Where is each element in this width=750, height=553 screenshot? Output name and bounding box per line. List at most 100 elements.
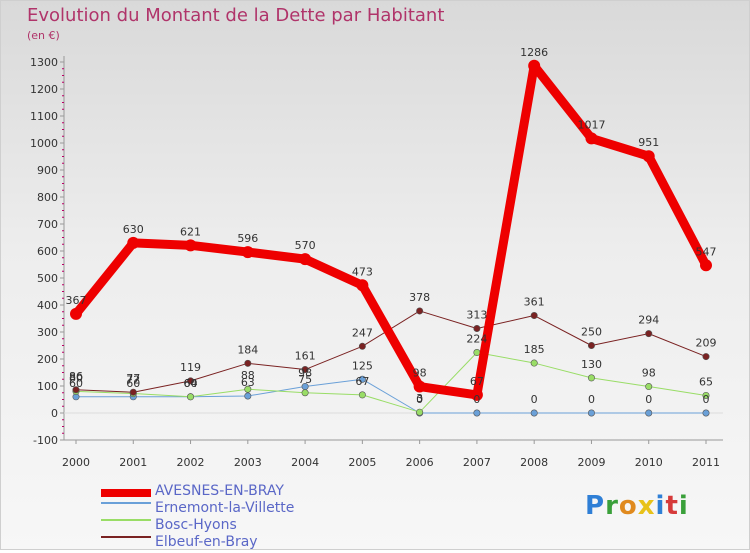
x-tick-label: 2001 [119, 456, 147, 469]
data-point-2 [702, 391, 710, 399]
legend-swatch-ernemont [101, 502, 151, 504]
data-point-3 [587, 341, 595, 349]
data-label-0: 1286 [520, 46, 548, 59]
data-label-3: 250 [581, 326, 602, 339]
data-point-0 [470, 388, 483, 401]
data-point-0 [528, 59, 541, 72]
data-point-3 [129, 388, 137, 396]
legend-swatch-avesnes [101, 489, 151, 497]
data-point-2 [301, 389, 309, 397]
data-label-2: 185 [524, 343, 545, 356]
data-label-0: 951 [638, 136, 659, 149]
data-label-3: 86 [69, 370, 83, 383]
data-point-0 [70, 307, 82, 320]
logo-letter: t [665, 491, 679, 521]
data-label-1: 0 [703, 393, 710, 406]
data-label-2: 67 [355, 375, 369, 388]
data-label-0: 596 [237, 232, 258, 245]
data-label-0: 1017 [577, 118, 605, 131]
data-label-0: 473 [352, 265, 373, 278]
data-point-0 [642, 150, 655, 163]
x-tick-label: 2011 [692, 456, 720, 469]
data-point-2 [473, 349, 481, 357]
data-point-1 [473, 409, 481, 417]
chart-title: Evolution du Montant de la Dette par Hab… [27, 5, 445, 26]
series-line-3 [75, 310, 707, 393]
data-point-3 [72, 386, 80, 394]
x-tick-label: 2002 [177, 456, 205, 469]
data-point-1 [645, 409, 653, 417]
data-label-0: 67 [470, 375, 484, 388]
data-label-1: 0 [473, 393, 480, 406]
data-label-0: 98 [413, 367, 427, 380]
data-label-1: 0 [645, 393, 652, 406]
y-tick-label: 1300 [30, 56, 58, 69]
data-label-1: 0 [531, 393, 538, 406]
y-tick-label: 200 [37, 353, 58, 366]
y-tick-label: 1200 [30, 83, 58, 96]
data-point-0 [299, 253, 312, 266]
data-label-0: 621 [180, 225, 201, 238]
x-tick-label: 2006 [406, 456, 434, 469]
y-tick-label: 600 [37, 245, 58, 258]
data-point-0 [356, 279, 369, 292]
chart-subtitle: (en €) [27, 29, 60, 42]
x-tick-label: 2007 [463, 456, 491, 469]
data-label-0: 570 [295, 239, 316, 252]
data-point-1 [702, 409, 710, 417]
logo-letter: o [618, 491, 638, 521]
data-point-0 [127, 236, 140, 249]
x-tick-label: 2003 [234, 456, 262, 469]
legend-label-avesnes: AVESNES-EN-BRAY [155, 483, 284, 499]
data-point-3 [187, 377, 195, 385]
series-line-0 [71, 61, 711, 400]
logo-letter: x [637, 491, 656, 521]
x-tick-label: 2004 [291, 456, 319, 469]
data-label-2: 98 [642, 367, 656, 380]
data-point-2 [416, 408, 424, 416]
series-line-1 [75, 378, 707, 414]
data-label-3: 184 [237, 343, 258, 356]
legend-label-ernemont: Ernemont-la-Villette [155, 500, 295, 516]
y-tick-label: 700 [37, 218, 58, 231]
data-label-2: 64 [184, 377, 198, 390]
data-label-1: 63 [241, 376, 255, 389]
data-label-1: 125 [352, 359, 373, 372]
data-label-2: 130 [581, 358, 602, 371]
y-tick-label: 900 [37, 164, 58, 177]
data-point-3 [244, 359, 252, 367]
data-point-2 [244, 385, 252, 393]
logo-letter: i [655, 491, 666, 521]
data-point-2 [358, 391, 366, 399]
data-label-2: 65 [699, 375, 713, 388]
y-tick-label: -100 [33, 434, 58, 447]
data-point-2 [645, 383, 653, 391]
y-tick-label: 100 [37, 380, 58, 393]
legend-swatch-elbeuf [101, 536, 151, 538]
data-point-0 [700, 259, 712, 272]
data-label-1: 0 [588, 393, 595, 406]
data-label-3: 77 [126, 372, 140, 385]
data-label-1: 60 [126, 377, 140, 390]
y-tick-label: 800 [37, 191, 58, 204]
data-label-0: 630 [123, 223, 144, 236]
data-label-2: 224 [466, 333, 487, 346]
data-label-2: 72 [126, 374, 140, 387]
data-point-1 [530, 409, 538, 417]
data-label-3: 294 [638, 314, 659, 327]
y-tick-label: 1000 [30, 137, 58, 150]
data-label-3: 378 [409, 291, 430, 304]
data-point-2 [587, 374, 595, 382]
data-label-2: 88 [241, 369, 255, 382]
x-tick-label: 2000 [62, 456, 90, 469]
data-point-0 [413, 380, 426, 393]
data-point-0 [184, 239, 197, 252]
y-tick-label: 1100 [30, 110, 58, 123]
data-point-0 [585, 132, 598, 145]
data-label-3: 161 [295, 350, 316, 363]
data-point-2 [187, 393, 195, 401]
data-point-0 [241, 246, 254, 259]
logo-letter: r [605, 491, 619, 521]
data-label-0: 367 [66, 294, 87, 307]
x-tick-label: 2009 [577, 456, 605, 469]
